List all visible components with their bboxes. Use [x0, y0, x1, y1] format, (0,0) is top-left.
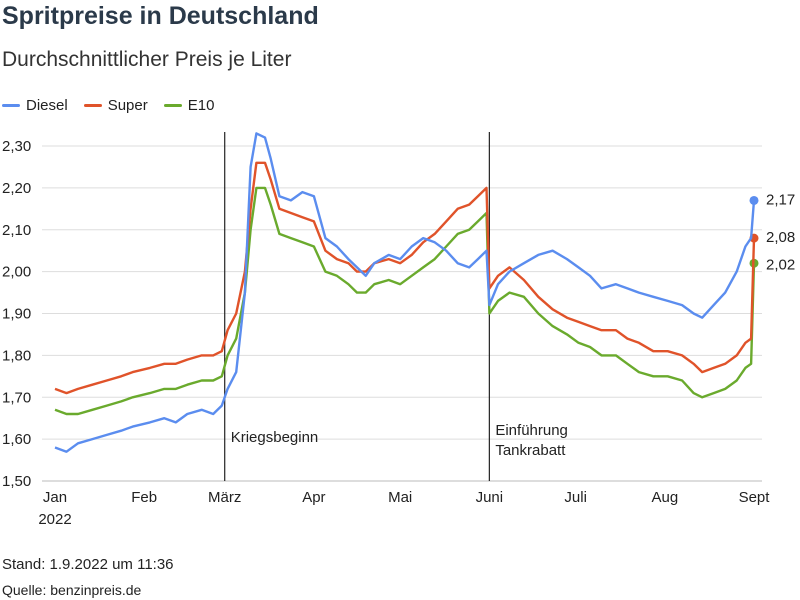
series-line-super [54, 161, 756, 395]
x-tick-label: Mai [388, 489, 412, 506]
legend-swatch-e10 [163, 104, 182, 107]
series-endpoint-diesel [749, 195, 759, 205]
y-tick-label: 2,00 [2, 264, 31, 281]
legend-label-super: Super [107, 97, 148, 114]
annotation-label: Einführung [495, 422, 568, 439]
legend-item-super: Super [83, 97, 148, 114]
chart-subtitle: Durchschnittlicher Preis je Liter [2, 48, 292, 71]
y-tick-label: 1,70 [2, 389, 31, 406]
legend-swatch-diesel [2, 104, 20, 107]
annotation-label: Kriegsbeginn [231, 429, 319, 446]
footer-quelle: Quelle: benzinpreis.de [2, 582, 142, 598]
end-label-super: 2,08 [766, 229, 795, 246]
end-label-diesel: 2,17 [766, 191, 795, 208]
legend-label-e10: E10 [187, 97, 215, 114]
end-label-e10: 2,02 [766, 256, 795, 273]
legend-item-diesel: Diesel [2, 97, 68, 114]
y-tick-label: 1,80 [2, 347, 31, 364]
grid-layer: 1,50 1,60 1,70 1,80 1,90 2,00 2,10 2,20 2,30 Jan 2… [2, 138, 770, 528]
line-chart: 1,50 1,60 1,70 1,80 1,90 2,00 2,10 2,20 2,30 Jan 2… [2, 132, 795, 528]
chart-legend: Diesel Super E10 [2, 97, 214, 114]
series-layer [54, 132, 759, 453]
y-tick-label: 1,50 [2, 473, 31, 490]
x-tick-label: Aug [651, 489, 678, 506]
footer-stand: Stand: 1.9.2022 um 11:36 [2, 556, 174, 573]
x-tick-label: Juni [476, 489, 504, 506]
x-tick-label: März [208, 489, 241, 506]
x-tick-label: Apr [302, 489, 325, 506]
annotation-label: Tankrabatt [495, 442, 566, 459]
series-line-e10 [54, 186, 756, 416]
x-tick-label: Jan [43, 489, 67, 506]
legend-swatch-super [83, 104, 102, 107]
chart-title: Spritpreise in Deutschland [2, 2, 319, 30]
x-tick-label: Sept [739, 489, 771, 506]
legend-item-e10: E10 [163, 97, 215, 114]
x-tick-label: Feb [131, 489, 157, 506]
y-tick-label: 1,60 [2, 431, 31, 448]
y-tick-label: 2,20 [2, 180, 31, 197]
legend-label-diesel: Diesel [26, 97, 68, 114]
label-layer: 2,02 2,08 2,17 [766, 191, 795, 273]
y-tick-label: 2,30 [2, 138, 31, 155]
x-tick-sublabel: 2022 [38, 511, 71, 528]
x-tick-label: Juli [564, 489, 587, 506]
series-line-diesel [54, 132, 756, 453]
y-tick-label: 2,10 [2, 222, 31, 239]
y-tick-label: 1,90 [2, 306, 31, 323]
